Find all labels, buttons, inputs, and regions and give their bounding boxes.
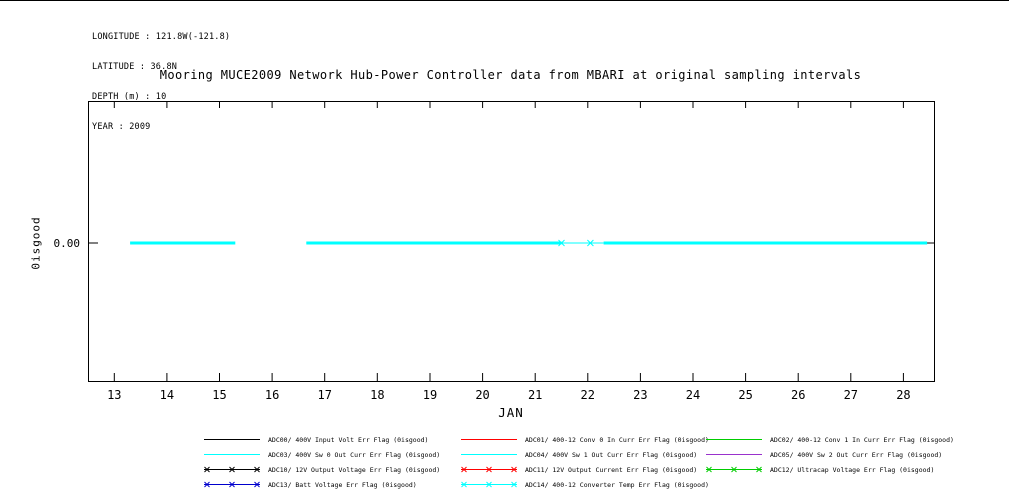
legend-line-sample — [204, 454, 260, 455]
legend-label: ADC13/ Batt Voltage Err Flag (0isgood) — [268, 480, 417, 489]
y-tick-label: 0.00 — [53, 237, 81, 250]
legend-item: ADC10/ 12V Output Voltage Err Flag (0isg… — [203, 465, 460, 474]
legend-item: ADC14/ 400-12 Converter Temp Err Flag (0… — [460, 480, 709, 489]
legend-item: ADC01/ 400-12 Conv 0 In Curr Err Flag (0… — [460, 435, 709, 444]
legend-label: ADC11/ 12V Output Current Err Flag (0isg… — [525, 465, 698, 474]
legend-line-sample — [204, 481, 260, 488]
legend-line-sample — [461, 439, 517, 440]
legend-label: ADC00/ 400V Input Volt Err Flag (0isgood… — [268, 435, 429, 444]
legend-line-sample — [204, 439, 260, 440]
x-tick-label: 23 — [633, 388, 648, 402]
legend: ADC00/ 400V Input Volt Err Flag (0isgood… — [203, 432, 960, 492]
metadata-latitude: LATITUDE : 36.8N — [92, 62, 178, 72]
metadata-longitude: LONGITUDE : 121.8W(-121.8) — [92, 32, 231, 42]
legend-label: ADC05/ 400V Sw 2 Out Curr Err Flag (0isg… — [770, 450, 943, 459]
x-tick-label: 14 — [159, 388, 175, 402]
x-tick-label: 22 — [580, 388, 596, 402]
x-tick-label: 18 — [370, 388, 385, 402]
legend-item: ADC03/ 400V Sw 0 Out Curr Err Flag (0isg… — [203, 450, 460, 459]
x-tick-label: 27 — [843, 388, 859, 402]
legend-item: ADC12/ Ultracap Voltage Err Flag (0isgoo… — [705, 465, 960, 474]
metadata-depth: DEPTH (m) : 10 — [92, 92, 167, 102]
legend-line-sample — [204, 466, 260, 473]
station-metadata: LONGITUDE : 121.8W(-121.8) LATITUDE : 36… — [92, 12, 230, 142]
x-tick-label: 13 — [107, 388, 122, 402]
x-tick-label: 28 — [896, 388, 911, 402]
legend-item: ADC13/ Batt Voltage Err Flag (0isgood) — [203, 480, 460, 489]
legend-line-sample — [461, 481, 517, 488]
legend-label: ADC10/ 12V Output Voltage Err Flag (0isg… — [268, 465, 441, 474]
legend-item: ADC02/ 400-12 Conv 1 In Curr Err Flag (0… — [705, 435, 960, 444]
legend-line-sample — [706, 466, 762, 473]
x-tick-label: 24 — [685, 388, 701, 402]
x-tick-label: 17 — [317, 388, 332, 402]
plot-svg — [88, 101, 935, 382]
metadata-year: YEAR : 2009 — [92, 122, 151, 132]
legend-label: ADC03/ 400V Sw 0 Out Curr Err Flag (0isg… — [268, 450, 441, 459]
legend-line-sample — [461, 466, 517, 473]
y-axis-label: 0isgood — [29, 216, 43, 270]
x-tick-label: 25 — [738, 388, 753, 402]
plot-title: Mooring MUCE2009 Network Hub-Power Contr… — [159, 68, 862, 82]
legend-label: ADC02/ 400-12 Conv 1 In Curr Err Flag (0… — [770, 435, 954, 444]
legend-item: ADC00/ 400V Input Volt Err Flag (0isgood… — [203, 435, 460, 444]
legend-line-sample — [706, 454, 762, 455]
legend-label: ADC14/ 400-12 Converter Temp Err Flag (0… — [525, 480, 709, 489]
legend-label: ADC12/ Ultracap Voltage Err Flag (0isgoo… — [770, 465, 935, 474]
x-axis-label: JAN — [498, 405, 524, 420]
legend-item: ADC05/ 400V Sw 2 Out Curr Err Flag (0isg… — [705, 450, 960, 459]
legend-line-sample — [461, 454, 517, 455]
legend-item: ADC11/ 12V Output Current Err Flag (0isg… — [460, 465, 705, 474]
x-tick-label: 19 — [422, 388, 438, 402]
legend-label: ADC04/ 400V Sw 1 Out Curr Err Flag (0isg… — [525, 450, 698, 459]
x-tick-label: 26 — [790, 388, 806, 402]
x-tick-label: 15 — [212, 388, 227, 402]
legend-item: ADC04/ 400V Sw 1 Out Curr Err Flag (0isg… — [460, 450, 705, 459]
x-tick-label: 20 — [475, 388, 490, 402]
legend-label: ADC01/ 400-12 Conv 0 In Curr Err Flag (0… — [525, 435, 709, 444]
x-tick-label: 21 — [527, 388, 543, 402]
legend-line-sample — [706, 439, 762, 440]
x-tick-label: 16 — [264, 388, 280, 402]
